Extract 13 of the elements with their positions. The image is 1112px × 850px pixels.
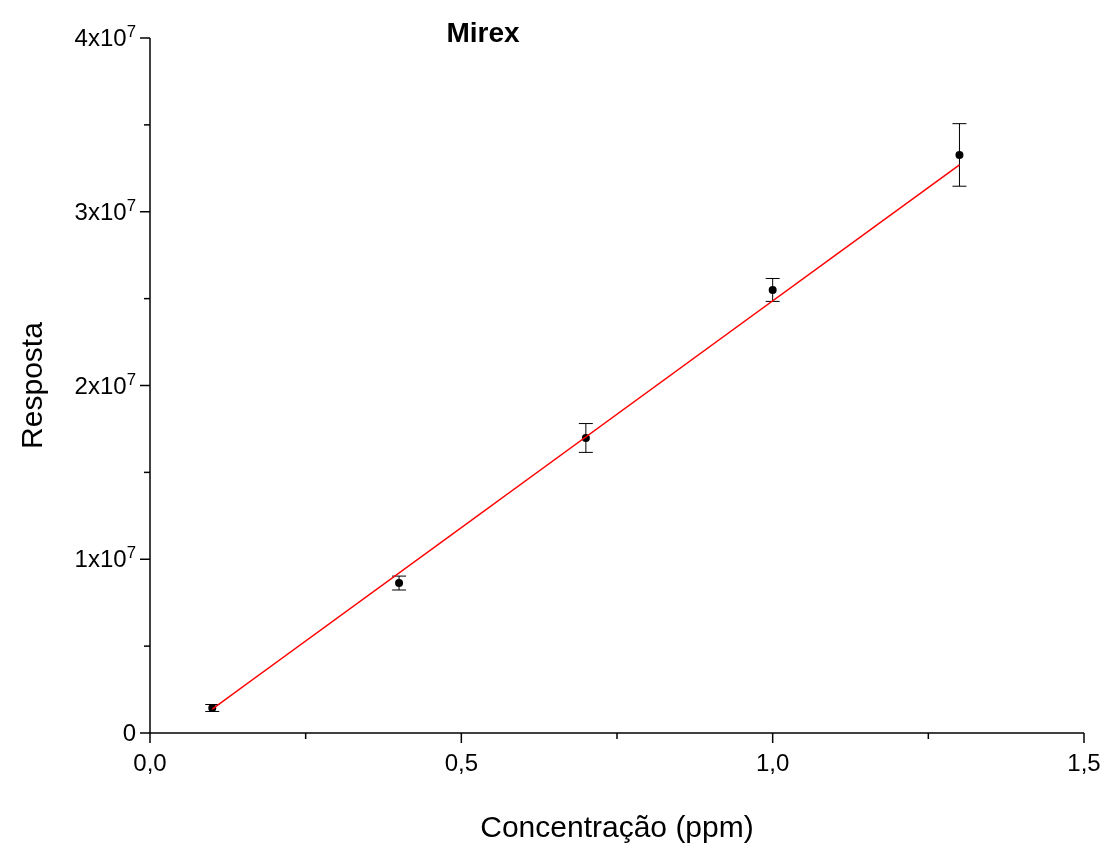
chart-title: Mirex <box>446 17 520 48</box>
y-axis-title: Resposta <box>15 321 48 449</box>
y-tick-label: 3x10$^{7}$ <box>74 195 136 225</box>
y-tick-label: 2x10$^{7}$ <box>74 369 136 399</box>
x-tick-label: 1,5 <box>1067 749 1101 776</box>
point <box>768 285 777 294</box>
y-tick-label: 4x10$^{7}$ <box>74 21 136 51</box>
x-tick-label: 0,5 <box>444 749 479 776</box>
x-axis-title: Concentração (ppm) <box>480 810 754 843</box>
x-tick-label: 0,0 <box>133 749 167 776</box>
y-tick-label: 0 <box>122 719 136 746</box>
y-tick-label: 1x10$^{7}$ <box>74 542 136 573</box>
x-tick-label: 1,0 <box>755 749 790 776</box>
